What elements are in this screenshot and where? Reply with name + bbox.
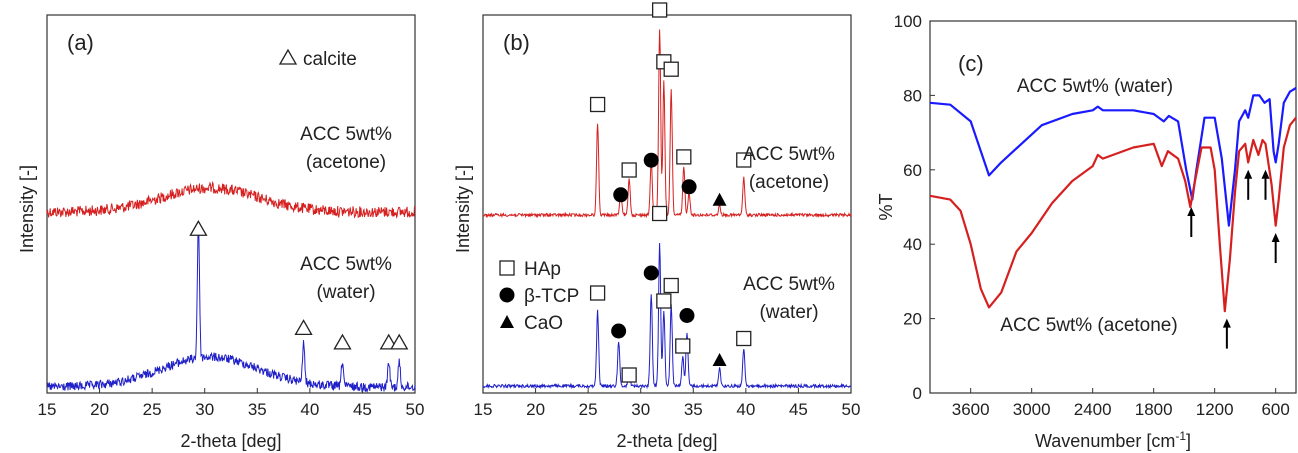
peak-marker [736, 330, 752, 347]
peak-marker [390, 333, 409, 350]
x-tick-label: 45 [789, 400, 808, 419]
y-axis-label: %T [876, 193, 896, 220]
x-tick-label: 35 [248, 400, 267, 419]
x-tick-label: 3600 [952, 400, 990, 419]
x-tick-label: 30 [195, 400, 214, 419]
x-tick-label: 20 [526, 400, 545, 419]
peak-marker [712, 192, 727, 206]
y-tick-label: 60 [903, 161, 922, 180]
series-label: ACC 5wt% [743, 274, 835, 295]
x-axis-label-end: ] [1186, 431, 1191, 451]
peak-marker [651, 2, 668, 18]
legend-marker [499, 260, 515, 276]
series-label: ACC 5wt% (water) [1017, 76, 1173, 97]
series-label: ACC 5wt% [743, 144, 835, 165]
legend-label: CaO [524, 313, 563, 334]
peak-marker [681, 179, 697, 195]
series-label: (acetone) [749, 172, 829, 193]
x-tick-label: 600 [1261, 400, 1289, 419]
panel-label: (c) [958, 51, 984, 76]
peak-marker [613, 187, 629, 203]
arrow-head [1271, 233, 1280, 243]
series-label: (acetone) [306, 152, 386, 173]
x-axis-label-sup: -1 [1175, 429, 1186, 443]
y-tick-label: 20 [903, 310, 922, 329]
series-line-0 [46, 180, 416, 219]
x-axis-label-text: Wavenumber [cm [1035, 431, 1175, 451]
peak-marker [676, 149, 692, 165]
series-label: (water) [316, 282, 375, 303]
plot-frame-2 [929, 20, 1297, 394]
x-axis-label: 2-theta [deg] [616, 431, 717, 451]
peak-marker [643, 152, 659, 168]
legend-label: HAp [524, 259, 561, 280]
arrow-head [1187, 207, 1196, 216]
peak-marker [736, 152, 752, 168]
peak-marker [663, 61, 679, 77]
series-label: ACC 5wt% [300, 124, 392, 145]
series-label: (water) [759, 302, 818, 323]
x-tick-label: 1200 [1196, 400, 1234, 419]
series-line-1 [46, 222, 416, 394]
series-label: ACC 5wt% (acetone) [1000, 315, 1177, 336]
series-line-1 [482, 242, 852, 390]
y-axis-label: Intensity [-] [453, 165, 473, 253]
peak-marker [651, 205, 668, 222]
x-axis-label: 2-theta [deg] [180, 431, 281, 451]
y-tick-label: 40 [903, 235, 922, 254]
x-tick-label: 50 [406, 400, 425, 419]
x-tick-label: 2400 [1074, 400, 1112, 419]
legend-label: calcite [303, 49, 357, 70]
x-tick-label: 3000 [1013, 400, 1051, 419]
y-tick-label: 100 [894, 12, 922, 31]
peak-marker [643, 265, 659, 281]
y-tick-label: 80 [903, 86, 922, 105]
peak-marker [333, 333, 352, 350]
series-line-1 [929, 117, 1297, 313]
x-axis-label: Wavenumber [cm-1] [1035, 429, 1191, 451]
arrow-head [1244, 169, 1253, 179]
x-tick-label: 25 [579, 400, 598, 419]
legend-label: β-TCP [524, 286, 579, 307]
arrow-head [1261, 169, 1270, 179]
x-tick-label: 35 [684, 400, 703, 419]
peak-marker [621, 162, 637, 178]
peak-marker [621, 367, 637, 383]
peak-marker [589, 96, 606, 113]
peak-marker [189, 219, 208, 236]
x-tick-label: 1800 [1135, 400, 1173, 419]
x-tick-label: 15 [38, 400, 57, 419]
series-label: ACC 5wt% [300, 254, 392, 275]
panel-label: (b) [503, 30, 530, 55]
peak-marker [294, 319, 313, 336]
x-tick-label: 25 [143, 400, 162, 419]
legend-marker [499, 287, 515, 303]
peak-marker [679, 308, 695, 323]
x-tick-label: 45 [353, 400, 372, 419]
panel-label: (a) [67, 30, 94, 55]
x-tick-label: 50 [842, 400, 861, 419]
peak-marker [611, 323, 627, 339]
legend-marker [500, 315, 514, 328]
y-axis-label: Intensity [-] [17, 165, 37, 253]
peak-marker [656, 293, 672, 309]
x-tick-label: 15 [474, 400, 493, 419]
x-tick-label: 40 [300, 400, 319, 419]
x-tick-label: 40 [736, 400, 755, 419]
peak-marker [712, 353, 727, 366]
legend-marker [278, 48, 298, 65]
x-tick-label: 20 [90, 400, 109, 419]
y-tick-label: 0 [913, 384, 922, 403]
peak-marker [663, 277, 679, 294]
series-line-0 [929, 87, 1297, 227]
plot-frame-0 [46, 14, 416, 394]
peak-marker [589, 285, 606, 301]
arrow-head [1222, 318, 1231, 328]
x-tick-label: 30 [631, 400, 650, 419]
peak-marker [675, 338, 691, 354]
